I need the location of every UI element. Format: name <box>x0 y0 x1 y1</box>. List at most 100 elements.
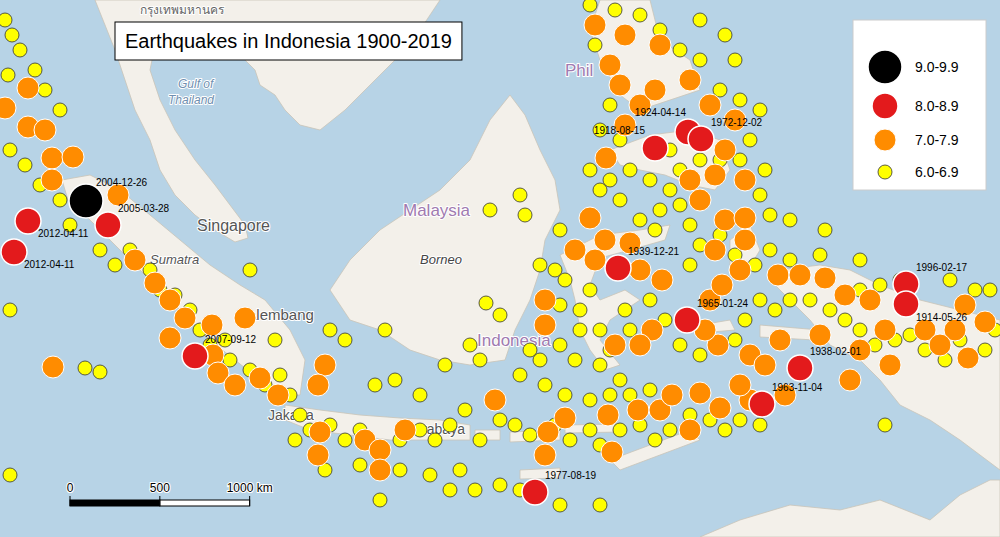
earthquake-point <box>373 493 387 507</box>
legend-swatch <box>874 129 896 151</box>
earthquake-point <box>608 3 622 17</box>
earthquake-point <box>479 296 493 310</box>
earthquake-point <box>393 463 407 477</box>
earthquake-point <box>618 303 632 317</box>
earthquake-point <box>673 338 687 352</box>
earthquake-point <box>534 314 556 336</box>
earthquake-point <box>534 289 556 311</box>
earthquake-point <box>614 24 636 46</box>
earthquake-point <box>309 421 331 443</box>
date-label: 2012-04-11 <box>24 259 75 270</box>
earthquake-point <box>648 223 662 237</box>
earthquake-point <box>38 83 52 97</box>
landmass <box>775 265 1000 470</box>
earthquake-point <box>749 391 775 417</box>
date-label: 1924-04-14 <box>635 107 687 118</box>
earthquake-point <box>453 463 467 477</box>
earthquake-point <box>438 358 452 372</box>
legend-frame <box>853 20 986 190</box>
earthquake-point <box>693 348 707 362</box>
date-label: 1918-08-15 <box>594 125 646 136</box>
earthquake-point <box>753 418 767 432</box>
earthquake-point <box>553 338 567 352</box>
title: Earthquakes in Indonesia 1900-2019 <box>125 30 452 52</box>
earthquake-point <box>814 267 836 289</box>
date-label: 2005-03-28 <box>118 203 170 214</box>
earthquake-point <box>458 403 472 417</box>
earthquake-point <box>604 334 626 356</box>
earthquake-point <box>584 249 606 271</box>
earthquake-point <box>783 213 797 227</box>
legend: 9.0-9.98.0-8.97.0-7.96.0-6.9 <box>853 20 986 190</box>
earthquake-point <box>714 139 736 161</box>
earthquake-point <box>629 259 651 281</box>
series-points <box>1 119 919 505</box>
earthquake-point <box>983 283 997 297</box>
earthquake-point <box>623 163 637 177</box>
earthquake-point <box>0 13 12 27</box>
earthquake-point <box>613 373 627 387</box>
earthquake-point <box>473 353 487 367</box>
earthquake-point <box>428 433 442 447</box>
earthquake-point <box>613 193 627 207</box>
place-label: Jakarta <box>268 407 314 423</box>
scale-bar-segment <box>160 500 250 506</box>
earthquake-point <box>673 198 687 212</box>
earthquake-point <box>878 418 892 432</box>
earthquake-point <box>651 269 673 291</box>
earthquake-point <box>874 319 896 341</box>
earthquake-point <box>693 53 707 67</box>
scale-tick <box>159 496 160 506</box>
earthquake-point <box>3 303 17 317</box>
earthquake-point <box>579 207 601 229</box>
earthquake-point <box>159 289 181 311</box>
earthquake-point <box>683 218 697 232</box>
earthquake-point <box>268 333 282 347</box>
earthquake-point <box>673 43 687 57</box>
earthquake-point <box>714 209 736 231</box>
earthquake-point <box>78 361 92 375</box>
earthquake-point <box>288 433 302 447</box>
earthquake-point <box>597 404 619 426</box>
earthquake-point <box>42 356 64 378</box>
earthquake-point <box>603 98 617 112</box>
earthquake-point <box>613 423 627 437</box>
earthquake-point <box>41 147 63 169</box>
earthquake-point <box>124 249 146 271</box>
earthquake-point <box>69 184 103 218</box>
scale-bar: 05001000 km <box>67 481 273 506</box>
earthquake-point <box>468 483 482 497</box>
earthquake-point <box>809 324 831 346</box>
earthquake-point <box>583 283 597 297</box>
earthquake-point <box>394 419 416 441</box>
scale-bar-segment <box>70 500 160 506</box>
earthquake-point <box>159 327 181 349</box>
earthquake-point <box>563 433 577 447</box>
earthquake-point <box>813 248 827 262</box>
place-label: Singapore <box>197 217 270 234</box>
earthquake-point <box>978 343 992 357</box>
earthquake-point <box>957 347 979 369</box>
earthquake-point <box>369 439 391 461</box>
scale-label: 500 <box>150 481 170 495</box>
date-label: 1977-08-19 <box>545 470 597 481</box>
earthquake-point <box>767 264 789 286</box>
earthquake-point <box>663 423 677 437</box>
earthquake-point <box>558 388 572 402</box>
earthquake-point <box>879 354 901 376</box>
earthquake-point <box>513 368 527 382</box>
earthquake-point <box>627 399 649 421</box>
earthquake-point <box>108 258 122 272</box>
earthquake-point <box>483 203 497 217</box>
earthquake-point <box>603 173 617 187</box>
earthquake-point <box>763 243 777 257</box>
earthquake-point <box>704 164 726 186</box>
date-label: 2007-09-12 <box>205 334 257 345</box>
earthquake-point <box>711 274 733 296</box>
earthquake-point <box>601 441 623 463</box>
earthquake-point <box>753 188 767 202</box>
earthquake-point <box>17 77 39 99</box>
series-points <box>0 0 1000 512</box>
earthquake-point <box>688 126 714 152</box>
earthquake-point <box>338 333 352 347</box>
